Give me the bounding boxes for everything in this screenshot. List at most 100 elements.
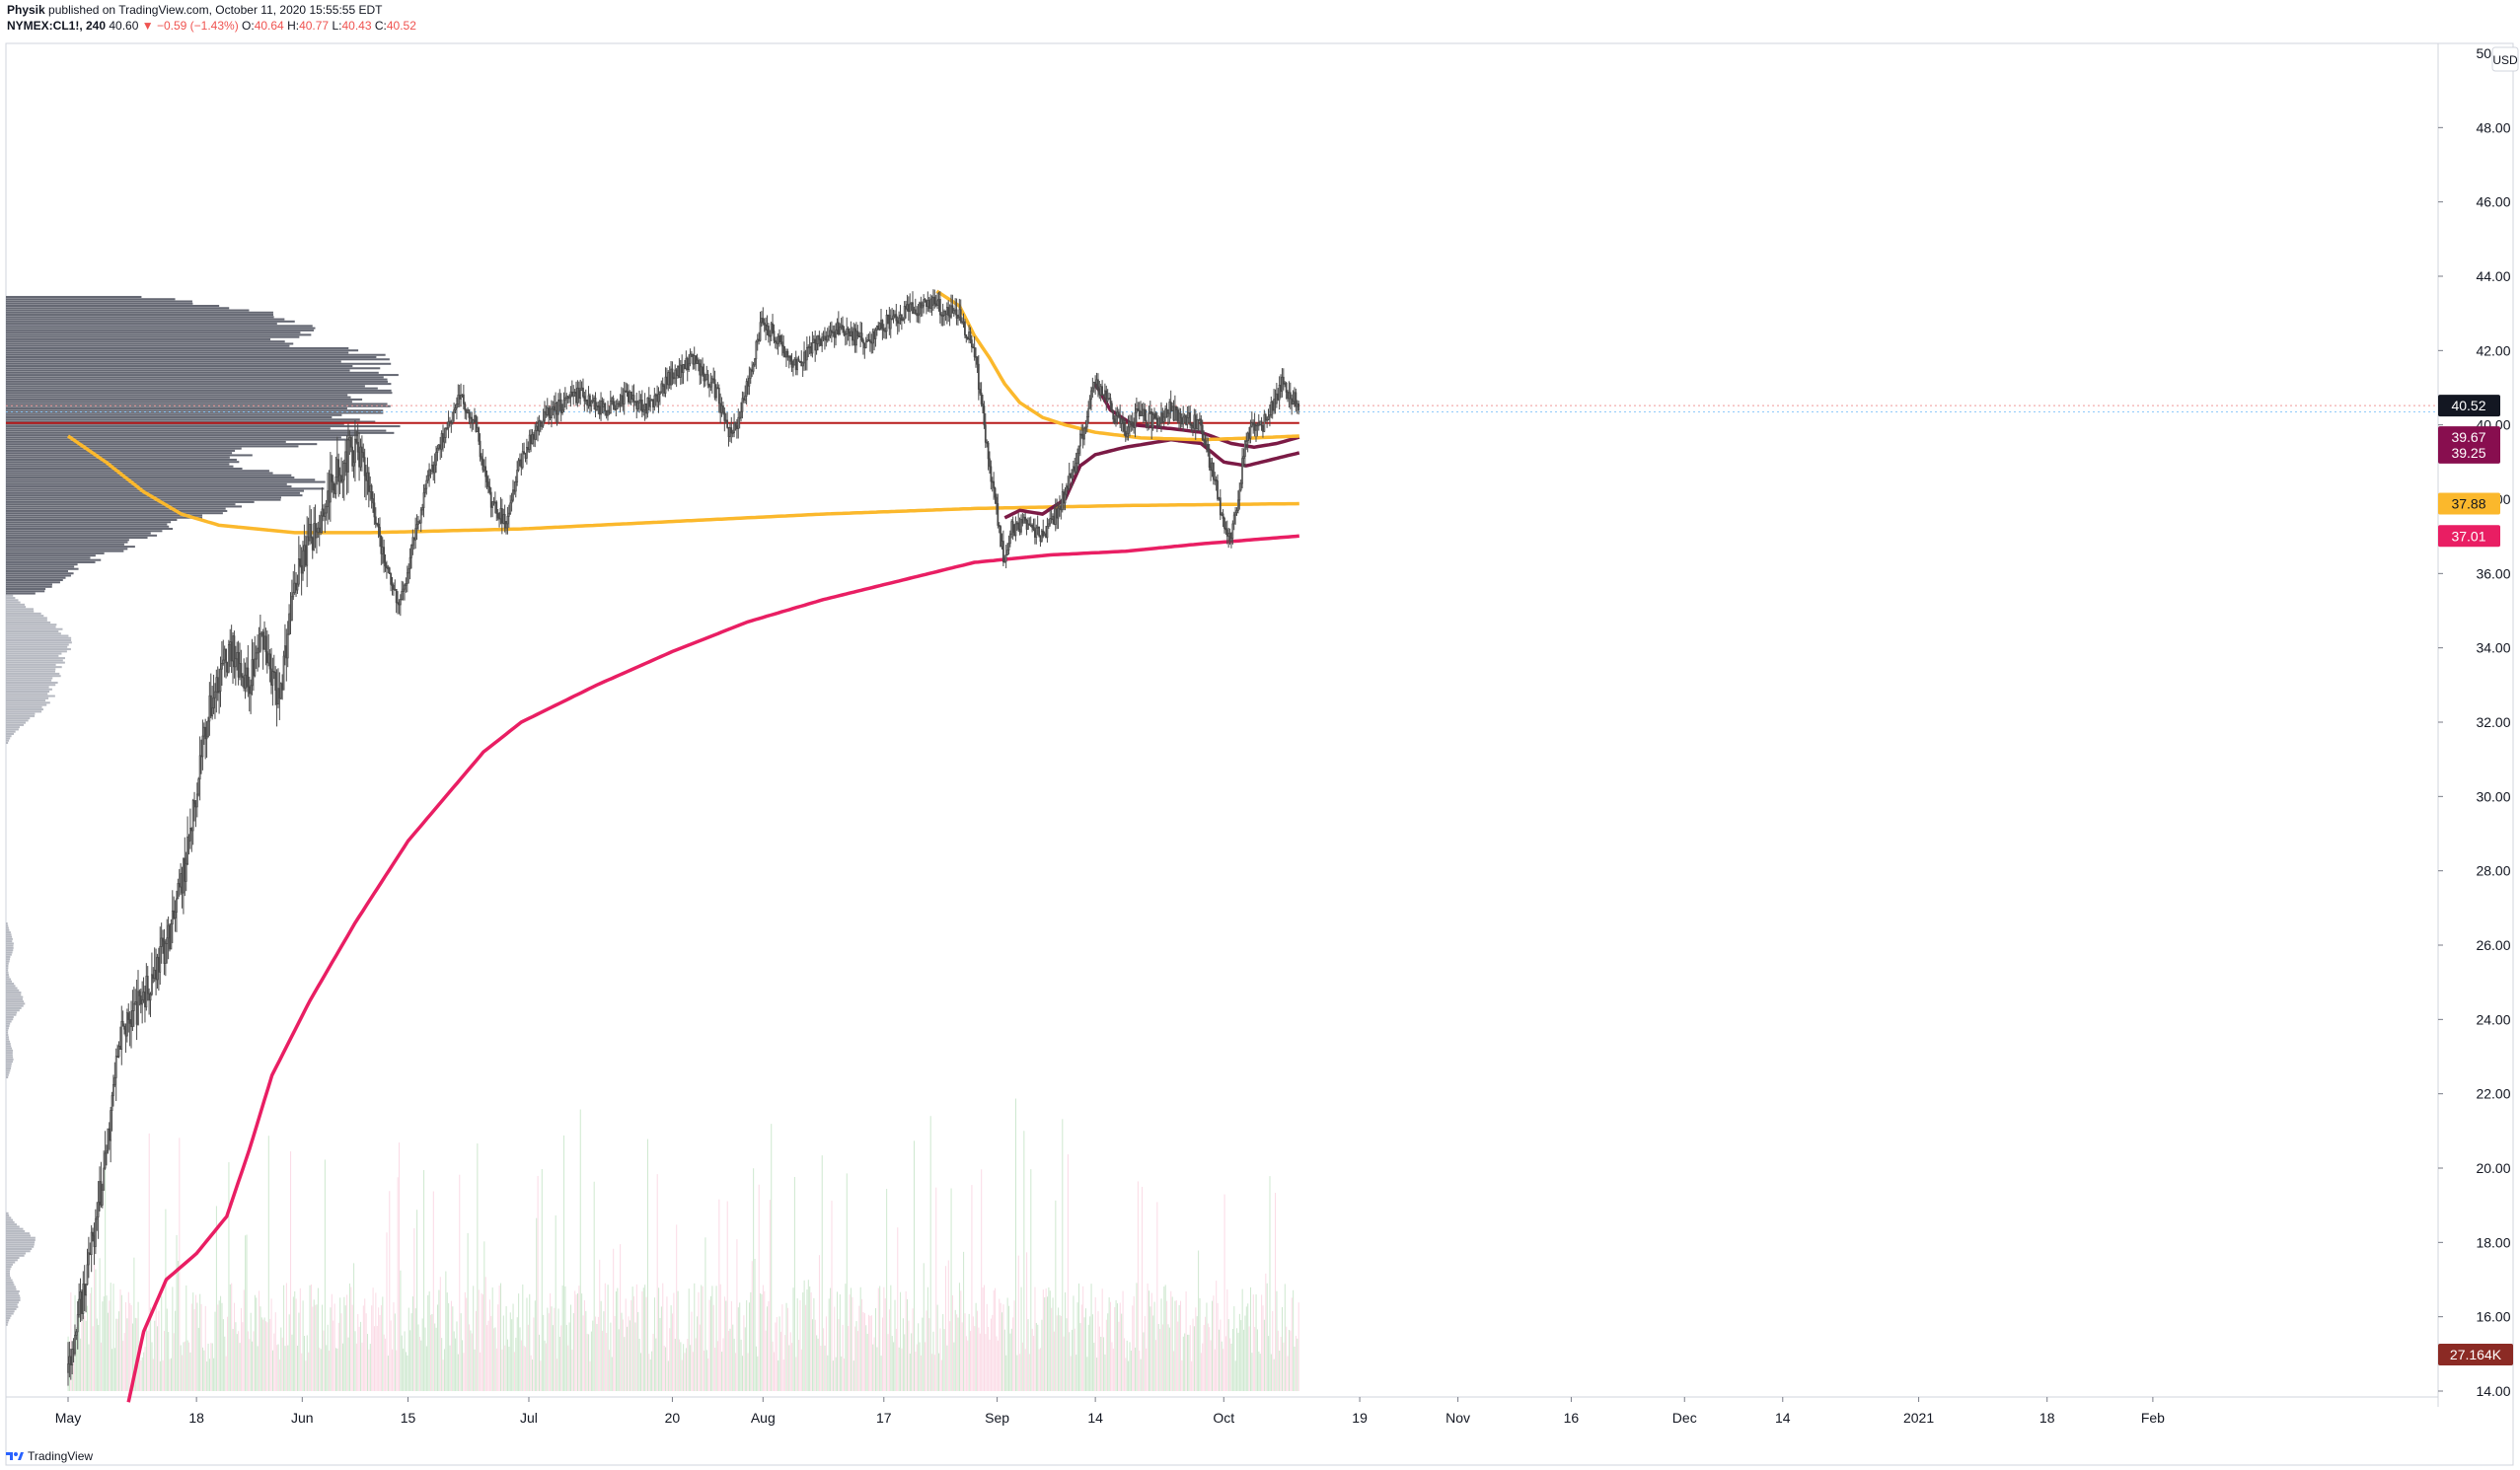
candle-body bbox=[955, 309, 958, 319]
volume-bar bbox=[495, 1348, 497, 1391]
candle-body bbox=[914, 309, 917, 315]
volume-bar bbox=[102, 1301, 104, 1391]
volume-bar bbox=[1177, 1321, 1179, 1391]
volume-profile-row bbox=[6, 1252, 27, 1255]
volume-bar bbox=[1052, 1297, 1054, 1391]
candle-body bbox=[544, 410, 546, 421]
volume-profile-row bbox=[6, 427, 331, 430]
candle-body bbox=[723, 411, 726, 421]
candle-body bbox=[202, 726, 205, 737]
candle-body bbox=[487, 481, 489, 487]
volume-profile-row bbox=[6, 592, 36, 595]
footer-brand: TradingView bbox=[28, 1449, 94, 1463]
price-axis[interactable]: 48.0046.0044.0042.0040.0038.0036.0034.00… bbox=[2438, 45, 2511, 1399]
volume-bar bbox=[98, 1325, 100, 1391]
candle-body bbox=[499, 508, 502, 520]
volume-profile-row bbox=[6, 1004, 24, 1007]
volume-bar bbox=[337, 1322, 339, 1391]
candle-body bbox=[370, 484, 373, 499]
volume-bar bbox=[622, 1319, 624, 1391]
ma-pink-line bbox=[126, 534, 1299, 1403]
candle-body bbox=[351, 446, 354, 467]
time-tick-label: Oct bbox=[1213, 1410, 1234, 1426]
candle-body bbox=[804, 351, 807, 361]
time-axis[interactable]: May 18 Jun 15 Jul 20 Aug 17 Sep 14 Oct 19 Nov 16 Dec 14… bbox=[55, 1397, 2165, 1426]
volume-bar bbox=[909, 1354, 911, 1391]
volume-profile-row bbox=[6, 1071, 10, 1074]
volume-bar bbox=[203, 1350, 205, 1391]
volume-bar bbox=[284, 1346, 286, 1391]
volume-bar bbox=[592, 1320, 594, 1391]
volume-bar bbox=[926, 1310, 927, 1391]
price-tick-label: 28.00 bbox=[2476, 863, 2510, 879]
symbol-name[interactable]: NYMEX:CL1!, 240 bbox=[7, 19, 107, 33]
volume-bar bbox=[1023, 1131, 1025, 1391]
candle-body bbox=[573, 392, 576, 394]
volume-profile-row bbox=[6, 1038, 10, 1041]
volume-bar bbox=[1080, 1304, 1082, 1391]
volume-bar bbox=[449, 1345, 451, 1391]
candle-body bbox=[776, 341, 778, 344]
volume-profile-row bbox=[6, 625, 56, 628]
volume-profile-row bbox=[6, 953, 12, 956]
volume-bar bbox=[1047, 1296, 1049, 1391]
volume-bar bbox=[662, 1283, 664, 1391]
candle-body bbox=[619, 402, 622, 406]
candle-body bbox=[774, 339, 777, 343]
volume-bar bbox=[242, 1322, 244, 1391]
volume-profile-row bbox=[6, 1020, 12, 1023]
candle-body bbox=[639, 399, 642, 402]
candle-body bbox=[1207, 444, 1210, 453]
candle-body bbox=[548, 407, 551, 416]
candle-body bbox=[1060, 505, 1063, 511]
volume-profile-row bbox=[6, 470, 269, 473]
candle-body bbox=[272, 671, 275, 674]
volume-profile-row bbox=[6, 422, 344, 425]
candle-body bbox=[259, 633, 261, 652]
volume-profile-row bbox=[6, 648, 71, 651]
candle-body bbox=[558, 399, 561, 402]
candle-body bbox=[174, 912, 177, 919]
volume-bar bbox=[957, 1317, 959, 1391]
currency-badge[interactable]: USD bbox=[2491, 46, 2519, 72]
candle-body bbox=[197, 778, 200, 795]
candle-body bbox=[1218, 497, 1221, 500]
candle-body bbox=[632, 395, 635, 403]
volume-profile-row bbox=[6, 380, 389, 383]
volume-bar bbox=[1216, 1281, 1218, 1391]
candle-body bbox=[1264, 413, 1267, 420]
volume-bars bbox=[67, 1098, 1299, 1391]
volume-bar bbox=[94, 1237, 96, 1391]
volume-bar bbox=[809, 1286, 811, 1391]
volume-bar bbox=[656, 1174, 658, 1391]
volume-bar bbox=[378, 1307, 380, 1391]
volume-profile-row bbox=[6, 494, 303, 497]
volume-bar bbox=[1153, 1301, 1155, 1391]
volume-bar bbox=[1026, 1252, 1028, 1391]
volume-bar bbox=[322, 1304, 324, 1391]
volume-bar bbox=[1136, 1283, 1138, 1391]
volume-bar bbox=[224, 1336, 226, 1391]
volume-profile-row bbox=[6, 1029, 9, 1032]
candle-body bbox=[1070, 474, 1072, 478]
volume-bar bbox=[922, 1317, 924, 1391]
volume-bar bbox=[997, 1340, 999, 1391]
volume-bar bbox=[327, 1324, 329, 1391]
price-tick-label: 32.00 bbox=[2476, 714, 2510, 730]
volume-bar bbox=[658, 1287, 660, 1391]
candle-body bbox=[1221, 513, 1223, 516]
volume-bar bbox=[434, 1323, 436, 1391]
volume-bar bbox=[281, 1337, 283, 1391]
volume-bar bbox=[285, 1283, 287, 1391]
volume-bar bbox=[1186, 1334, 1188, 1391]
candle-body bbox=[1085, 416, 1088, 428]
volume-bar bbox=[70, 1292, 72, 1391]
volume-bar bbox=[1016, 1355, 1018, 1391]
volume-bar bbox=[672, 1313, 674, 1391]
volume-bar bbox=[1070, 1356, 1072, 1391]
candle-body bbox=[307, 536, 310, 542]
candle-body bbox=[1088, 399, 1091, 409]
volume-bar bbox=[681, 1360, 683, 1391]
candle-body bbox=[969, 331, 972, 341]
